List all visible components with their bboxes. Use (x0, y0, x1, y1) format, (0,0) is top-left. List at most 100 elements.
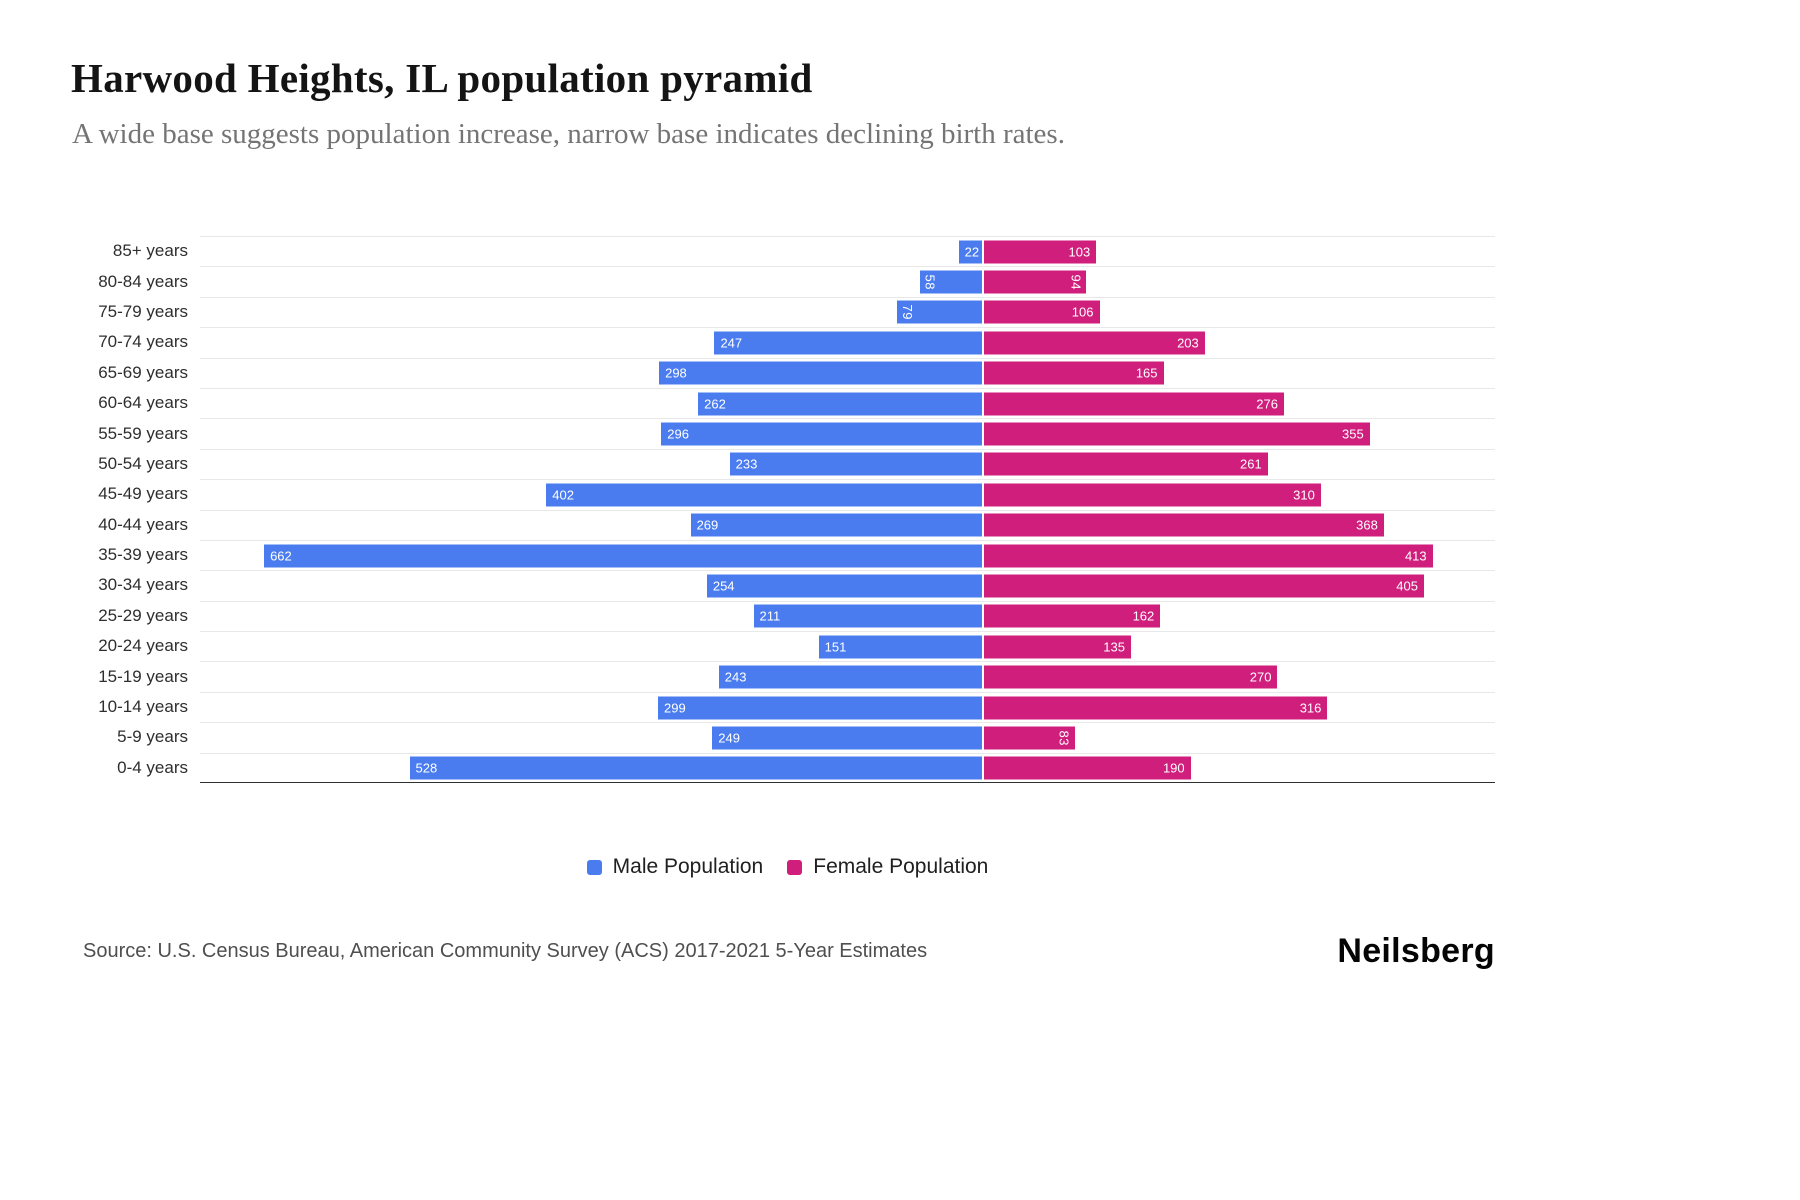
age-group-label: 60-64 years (98, 393, 188, 413)
female-bar[interactable]: 355 (984, 422, 1370, 446)
legend-item-female[interactable]: Female Population (787, 855, 988, 879)
age-group-label: 85+ years (112, 241, 188, 261)
row-track: 528 190 (200, 752, 1495, 784)
age-group-label: 80-84 years (98, 271, 188, 291)
female-bar-value: 165 (1135, 365, 1158, 381)
row-track: 269 368 (200, 509, 1495, 540)
age-group-label: 0-4 years (117, 757, 188, 777)
female-bar[interactable]: 190 (984, 756, 1191, 780)
female-bar-value: 135 (1103, 639, 1125, 655)
row-track: 211 162 (200, 600, 1495, 631)
pyramid-row: 65-69 years 298 165 (80, 357, 1495, 388)
pyramid-row: 50-54 years 233 261 (80, 448, 1495, 479)
row-track: 233 261 (200, 448, 1495, 479)
male-bar[interactable]: 247 (714, 331, 983, 355)
male-bar[interactable]: 211 (753, 604, 983, 628)
pyramid-row: 60-64 years 262 276 (80, 387, 1495, 418)
female-bar-value: 162 (1132, 608, 1155, 624)
male-bar[interactable]: 58 (919, 270, 983, 294)
pyramid-row: 5-9 years 249 83 (80, 722, 1495, 752)
chart-rows: 85+ years 22 103 80-84 years 58 94 75-79 years… (80, 236, 1495, 784)
row-track: 662 413 (200, 539, 1495, 570)
male-bar[interactable]: 262 (698, 392, 983, 416)
female-bar-value: 83 (1056, 730, 1072, 746)
male-bar[interactable]: 233 (729, 452, 983, 476)
female-bar[interactable]: 83 (984, 726, 1075, 750)
male-bar-value: 233 (735, 456, 758, 472)
female-bar-value: 276 (1256, 396, 1278, 412)
male-bar[interactable]: 151 (818, 635, 983, 659)
pyramid-row: 35-39 years 662 413 (80, 539, 1495, 570)
age-group-label: 75-79 years (98, 301, 188, 321)
age-group-label: 40-44 years (98, 514, 188, 534)
male-bar[interactable]: 22 (958, 240, 983, 264)
female-legend-swatch-icon (787, 859, 803, 875)
female-bar-value: 203 (1177, 335, 1199, 351)
female-bar[interactable]: 270 (984, 665, 1278, 689)
population-pyramid-chart: 85+ years 22 103 80-84 years 58 94 75-79 years… (80, 236, 1495, 784)
female-bar[interactable]: 106 (984, 300, 1100, 324)
male-bar[interactable]: 402 (546, 483, 983, 507)
female-bar[interactable]: 405 (984, 574, 1424, 598)
pyramid-row: 55-59 years 296 355 (80, 418, 1495, 448)
age-group-label: 5-9 years (117, 727, 188, 747)
male-bar[interactable]: 298 (659, 361, 983, 385)
male-bar-value: 211 (759, 608, 781, 624)
female-bar[interactable]: 165 (984, 361, 1164, 385)
age-group-label: 50-54 years (98, 453, 188, 473)
male-bar[interactable]: 269 (690, 513, 983, 537)
male-bar[interactable]: 296 (661, 422, 983, 446)
pyramid-row: 75-79 years 79 106 (80, 296, 1495, 327)
row-track: 58 94 (200, 266, 1495, 296)
male-bar[interactable]: 243 (718, 665, 983, 689)
row-track: 151 135 (200, 631, 1495, 661)
female-bar[interactable]: 162 (984, 604, 1161, 628)
male-bar[interactable]: 662 (264, 544, 983, 568)
chart-legend: Male Population Female Population (80, 855, 1495, 879)
male-bar[interactable]: 249 (712, 726, 983, 750)
row-track: 247 203 (200, 327, 1495, 357)
female-bar-value: 103 (1068, 244, 1091, 260)
pyramid-row: 80-84 years 58 94 (80, 266, 1495, 296)
age-group-label: 55-59 years (98, 423, 188, 443)
age-group-label: 20-24 years (98, 636, 188, 656)
female-bar[interactable]: 316 (984, 696, 1328, 720)
row-track: 262 276 (200, 387, 1495, 418)
male-bar[interactable]: 299 (658, 696, 983, 720)
female-bar[interactable]: 135 (984, 635, 1131, 659)
female-bar[interactable]: 103 (984, 240, 1097, 264)
male-bar-value: 151 (824, 639, 847, 655)
row-track: 298 165 (200, 357, 1495, 388)
female-bar[interactable]: 203 (984, 331, 1205, 355)
chart-title: Harwood Heights, IL population pyramid (71, 55, 813, 101)
male-bar-value: 528 (415, 760, 438, 776)
male-bar-value: 243 (724, 669, 747, 685)
female-bar-value: 355 (1342, 426, 1364, 442)
male-legend-label: Male Population (612, 855, 764, 878)
female-bar-value: 368 (1356, 517, 1378, 533)
female-bar[interactable]: 276 (984, 392, 1284, 416)
row-track: 22 103 (200, 236, 1495, 266)
male-bar[interactable]: 254 (706, 574, 983, 598)
footer: Source: U.S. Census Bureau, American Com… (83, 932, 1495, 971)
female-bar[interactable]: 310 (984, 483, 1321, 507)
male-bar-value: 269 (696, 517, 719, 533)
age-group-label: 15-19 years (98, 666, 188, 686)
row-track: 249 83 (200, 722, 1495, 752)
pyramid-row: 15-19 years 243 270 (80, 661, 1495, 691)
male-bar[interactable]: 528 (409, 756, 983, 780)
female-bar-value: 316 (1299, 700, 1322, 716)
female-bar[interactable]: 261 (984, 452, 1268, 476)
female-bar-value: 94 (1068, 274, 1084, 290)
female-bar[interactable]: 94 (984, 270, 1087, 294)
male-bar[interactable]: 79 (896, 300, 983, 324)
male-bar-value: 298 (665, 365, 687, 381)
female-bar[interactable]: 413 (984, 544, 1433, 568)
legend-item-male[interactable]: Male Population (586, 855, 764, 879)
age-group-label: 30-34 years (98, 575, 188, 595)
female-bar[interactable]: 368 (984, 513, 1384, 537)
male-bar-value: 254 (712, 578, 735, 594)
female-bar-value: 310 (1293, 487, 1315, 503)
male-bar-value: 299 (664, 700, 686, 716)
male-bar-value: 402 (552, 487, 574, 503)
